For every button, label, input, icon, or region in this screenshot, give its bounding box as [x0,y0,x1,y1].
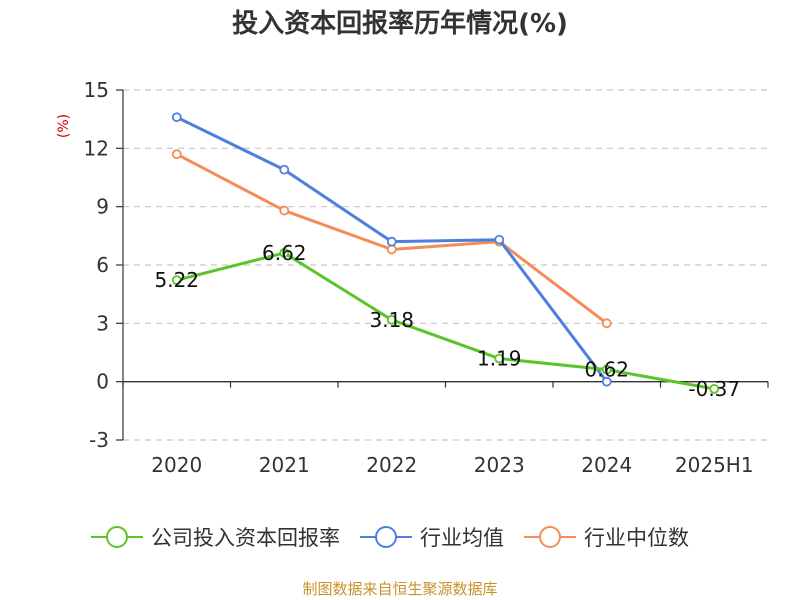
y-axis-label: (%) [56,114,72,138]
data-label: 3.18 [369,308,414,332]
data-point-series-1 [279,164,290,175]
x-tick-label: 2020 [151,453,202,477]
legend-item-0[interactable]: 公司投入资本回报率 [91,526,340,550]
data-point-series-1 [386,236,397,247]
series-line-0 [176,251,715,391]
data-point-series-2 [279,205,290,216]
data-point-series-0 [601,364,612,375]
data-label: 0.62 [584,358,629,382]
legend-item-1[interactable]: 行业均值 [360,526,504,550]
x-tick-label: 2023 [474,453,525,477]
data-label: 1.19 [477,347,522,371]
x-tick-label: 2021 [259,453,310,477]
series-lines [171,112,720,394]
data-label: 5.22 [154,268,199,292]
legend-label: 行业中位数 [584,526,689,550]
y-tick-label: 12 [84,136,109,160]
x-tick-label: 2022 [366,453,417,477]
x-tick-label: 2025H1 [675,453,754,477]
y-tick-label: 3 [96,311,109,335]
legend-label: 行业均值 [420,526,504,550]
legend-label: 公司投入资本回报率 [151,526,340,550]
grid-lines [123,89,768,441]
y-tick-label: 15 [84,78,109,102]
legend-swatch-marker [375,526,397,548]
y-tick-label: 6 [96,253,109,277]
data-point-series-2 [171,149,182,160]
x-tick-label: 2024 [581,453,632,477]
data-point-series-2 [601,318,612,329]
chart-title: 投入资本回报率历年情况(%) [232,8,568,39]
data-point-series-1 [601,376,612,387]
y-tick-label: -3 [89,428,109,452]
legend[interactable]: 公司投入资本回报率 行业均值 行业中位数 [91,526,689,550]
data-label: 6.62 [262,241,307,265]
legend-swatch-marker [539,526,561,548]
data-point-series-0 [386,314,397,325]
legend-item-2[interactable]: 行业中位数 [524,526,689,550]
data-label: -0.37 [688,377,740,401]
data-point-series-0 [494,353,505,364]
data-point-series-0 [709,383,720,394]
data-point-series-0 [279,248,290,258]
data-point-series-1 [171,112,182,123]
data-point-series-2 [386,244,397,255]
data-labels: 5.22 6.62 3.18 1.19 0.62 -0.37 [154,241,740,401]
source-note: 制图数据来自恒生聚源数据库 [302,580,497,598]
legend-swatch-marker [106,526,128,548]
y-tick-label: 9 [96,195,109,219]
axes: 15 12 9 6 3 0 -3 2020 2021 2022 2023 2024 2025H1 [84,78,769,477]
data-point-series-1 [494,234,505,245]
y-tick-label: 0 [96,370,109,394]
data-point-series-0 [171,275,182,286]
